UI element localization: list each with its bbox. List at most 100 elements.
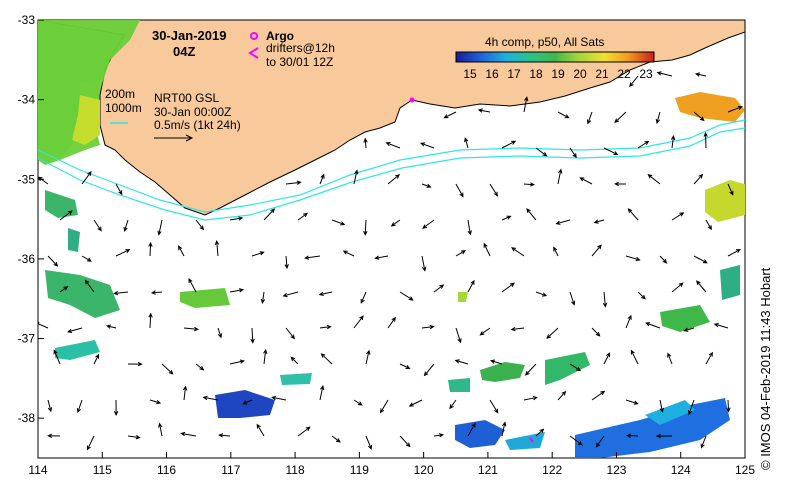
current-arrow — [250, 327, 255, 344]
current-arrow — [726, 399, 731, 413]
current-arrow — [214, 239, 220, 257]
y-tick-label: -34 — [18, 93, 36, 107]
current-arrow — [387, 316, 396, 329]
current-arrow — [647, 173, 661, 185]
current-arrow — [727, 183, 734, 196]
current-arrow — [629, 75, 639, 88]
drifter-legend: drifters@12h to 30/01 12Z — [248, 41, 335, 69]
current-arrow — [149, 399, 162, 405]
y-tick-label: -38 — [18, 411, 36, 425]
current-arrow — [625, 399, 639, 405]
current-arrow — [148, 312, 153, 329]
current-arrow — [501, 215, 512, 221]
sst-patch-c2 — [280, 373, 312, 385]
current-arrow — [263, 208, 276, 221]
current-arrow — [242, 399, 253, 405]
current-arrow — [467, 219, 472, 236]
current-arrow — [353, 315, 364, 329]
current-arrow — [569, 435, 583, 446]
sst-patch-ne-orange — [675, 92, 745, 122]
current-arrow — [703, 131, 708, 149]
current-arrow — [297, 212, 308, 221]
current-arrow — [625, 433, 639, 438]
current-arrow — [655, 111, 661, 124]
current-arrow — [569, 291, 576, 306]
speed-scale: 0.5m/s (1kt 24h) — [154, 118, 241, 132]
current-vectors — [38, 71, 743, 451]
argo-legend-icon — [250, 32, 258, 40]
current-arrow — [420, 142, 435, 149]
y-tick-label: -37 — [18, 332, 36, 346]
current-arrow — [202, 395, 219, 401]
current-arrow — [353, 169, 359, 185]
x-tick-label: 124 — [671, 463, 691, 477]
sst-patch-c6 — [448, 378, 470, 392]
colorbar-tick-label: 20 — [573, 67, 587, 81]
current-arrow — [115, 183, 123, 196]
current-arrow — [683, 327, 695, 332]
current-arrow — [579, 177, 593, 185]
current-arrow — [523, 96, 529, 113]
y-tick-label: -33 — [18, 13, 36, 27]
current-arrow — [483, 242, 491, 257]
current-arrow — [489, 399, 499, 414]
current-arrow — [569, 147, 577, 159]
x-tick-label: 116 — [157, 463, 176, 477]
current-arrow — [148, 241, 153, 257]
current-arrow — [363, 219, 368, 236]
credit-text: © IMOS 04-Feb-2019 11:43 Hobart — [758, 267, 773, 470]
current-arrow — [659, 399, 664, 413]
colorbar-tick-label: 23 — [639, 67, 653, 81]
current-arrow — [271, 395, 287, 401]
current-arrow — [586, 111, 593, 125]
current-arrow — [553, 246, 559, 257]
current-arrow — [127, 361, 143, 367]
current-arrow — [688, 399, 695, 416]
current-arrow — [365, 349, 371, 365]
sst-patch-sw-blue — [455, 420, 505, 448]
current-arrow — [535, 291, 548, 297]
current-arrow — [627, 208, 639, 221]
current-arrow — [443, 111, 457, 119]
current-arrow — [59, 286, 69, 293]
current-arrow — [625, 255, 641, 262]
current-arrow — [637, 291, 646, 300]
current-arrow — [727, 105, 743, 113]
current-arrow — [591, 390, 606, 401]
current-arrow — [510, 326, 525, 332]
isobath-label-1000m: 1000m — [105, 101, 142, 115]
current-arrow — [603, 352, 611, 365]
current-arrow — [127, 434, 141, 440]
current-arrow — [693, 173, 704, 185]
current-arrow — [282, 291, 299, 298]
current-arrow — [693, 111, 705, 122]
x-tick-label: 121 — [478, 463, 498, 477]
x-tick-label: 125 — [735, 463, 755, 477]
current-arrow — [81, 255, 92, 262]
current-arrow — [614, 111, 627, 124]
x-tick-label: 114 — [28, 463, 47, 477]
current-arrow — [408, 399, 423, 407]
colorbar-tick-label: 15 — [463, 67, 477, 81]
current-arrow — [511, 247, 525, 257]
current-arrow — [320, 353, 333, 365]
current-arrow — [467, 279, 475, 293]
nrt-label: NRT00 GSL — [154, 91, 219, 105]
x-tick-label: 115 — [93, 463, 112, 477]
current-arrow — [399, 435, 411, 448]
current-arrow — [150, 290, 163, 295]
x-tick-label: 117 — [221, 463, 240, 477]
current-arrow — [195, 363, 205, 371]
current-arrow — [93, 219, 102, 232]
current-arrow — [387, 174, 400, 185]
current-arrow — [290, 356, 299, 365]
y-tick-label: -35 — [18, 172, 36, 186]
drifters-to: to 30/01 12Z — [266, 55, 333, 69]
x-tick-label: 123 — [606, 463, 626, 477]
colorbar — [455, 51, 655, 63]
current-arrow — [158, 422, 163, 437]
sst-patch-nw-top-yellow — [72, 95, 100, 145]
current-arrow — [490, 359, 503, 365]
sst-patch-w2 — [55, 340, 100, 360]
